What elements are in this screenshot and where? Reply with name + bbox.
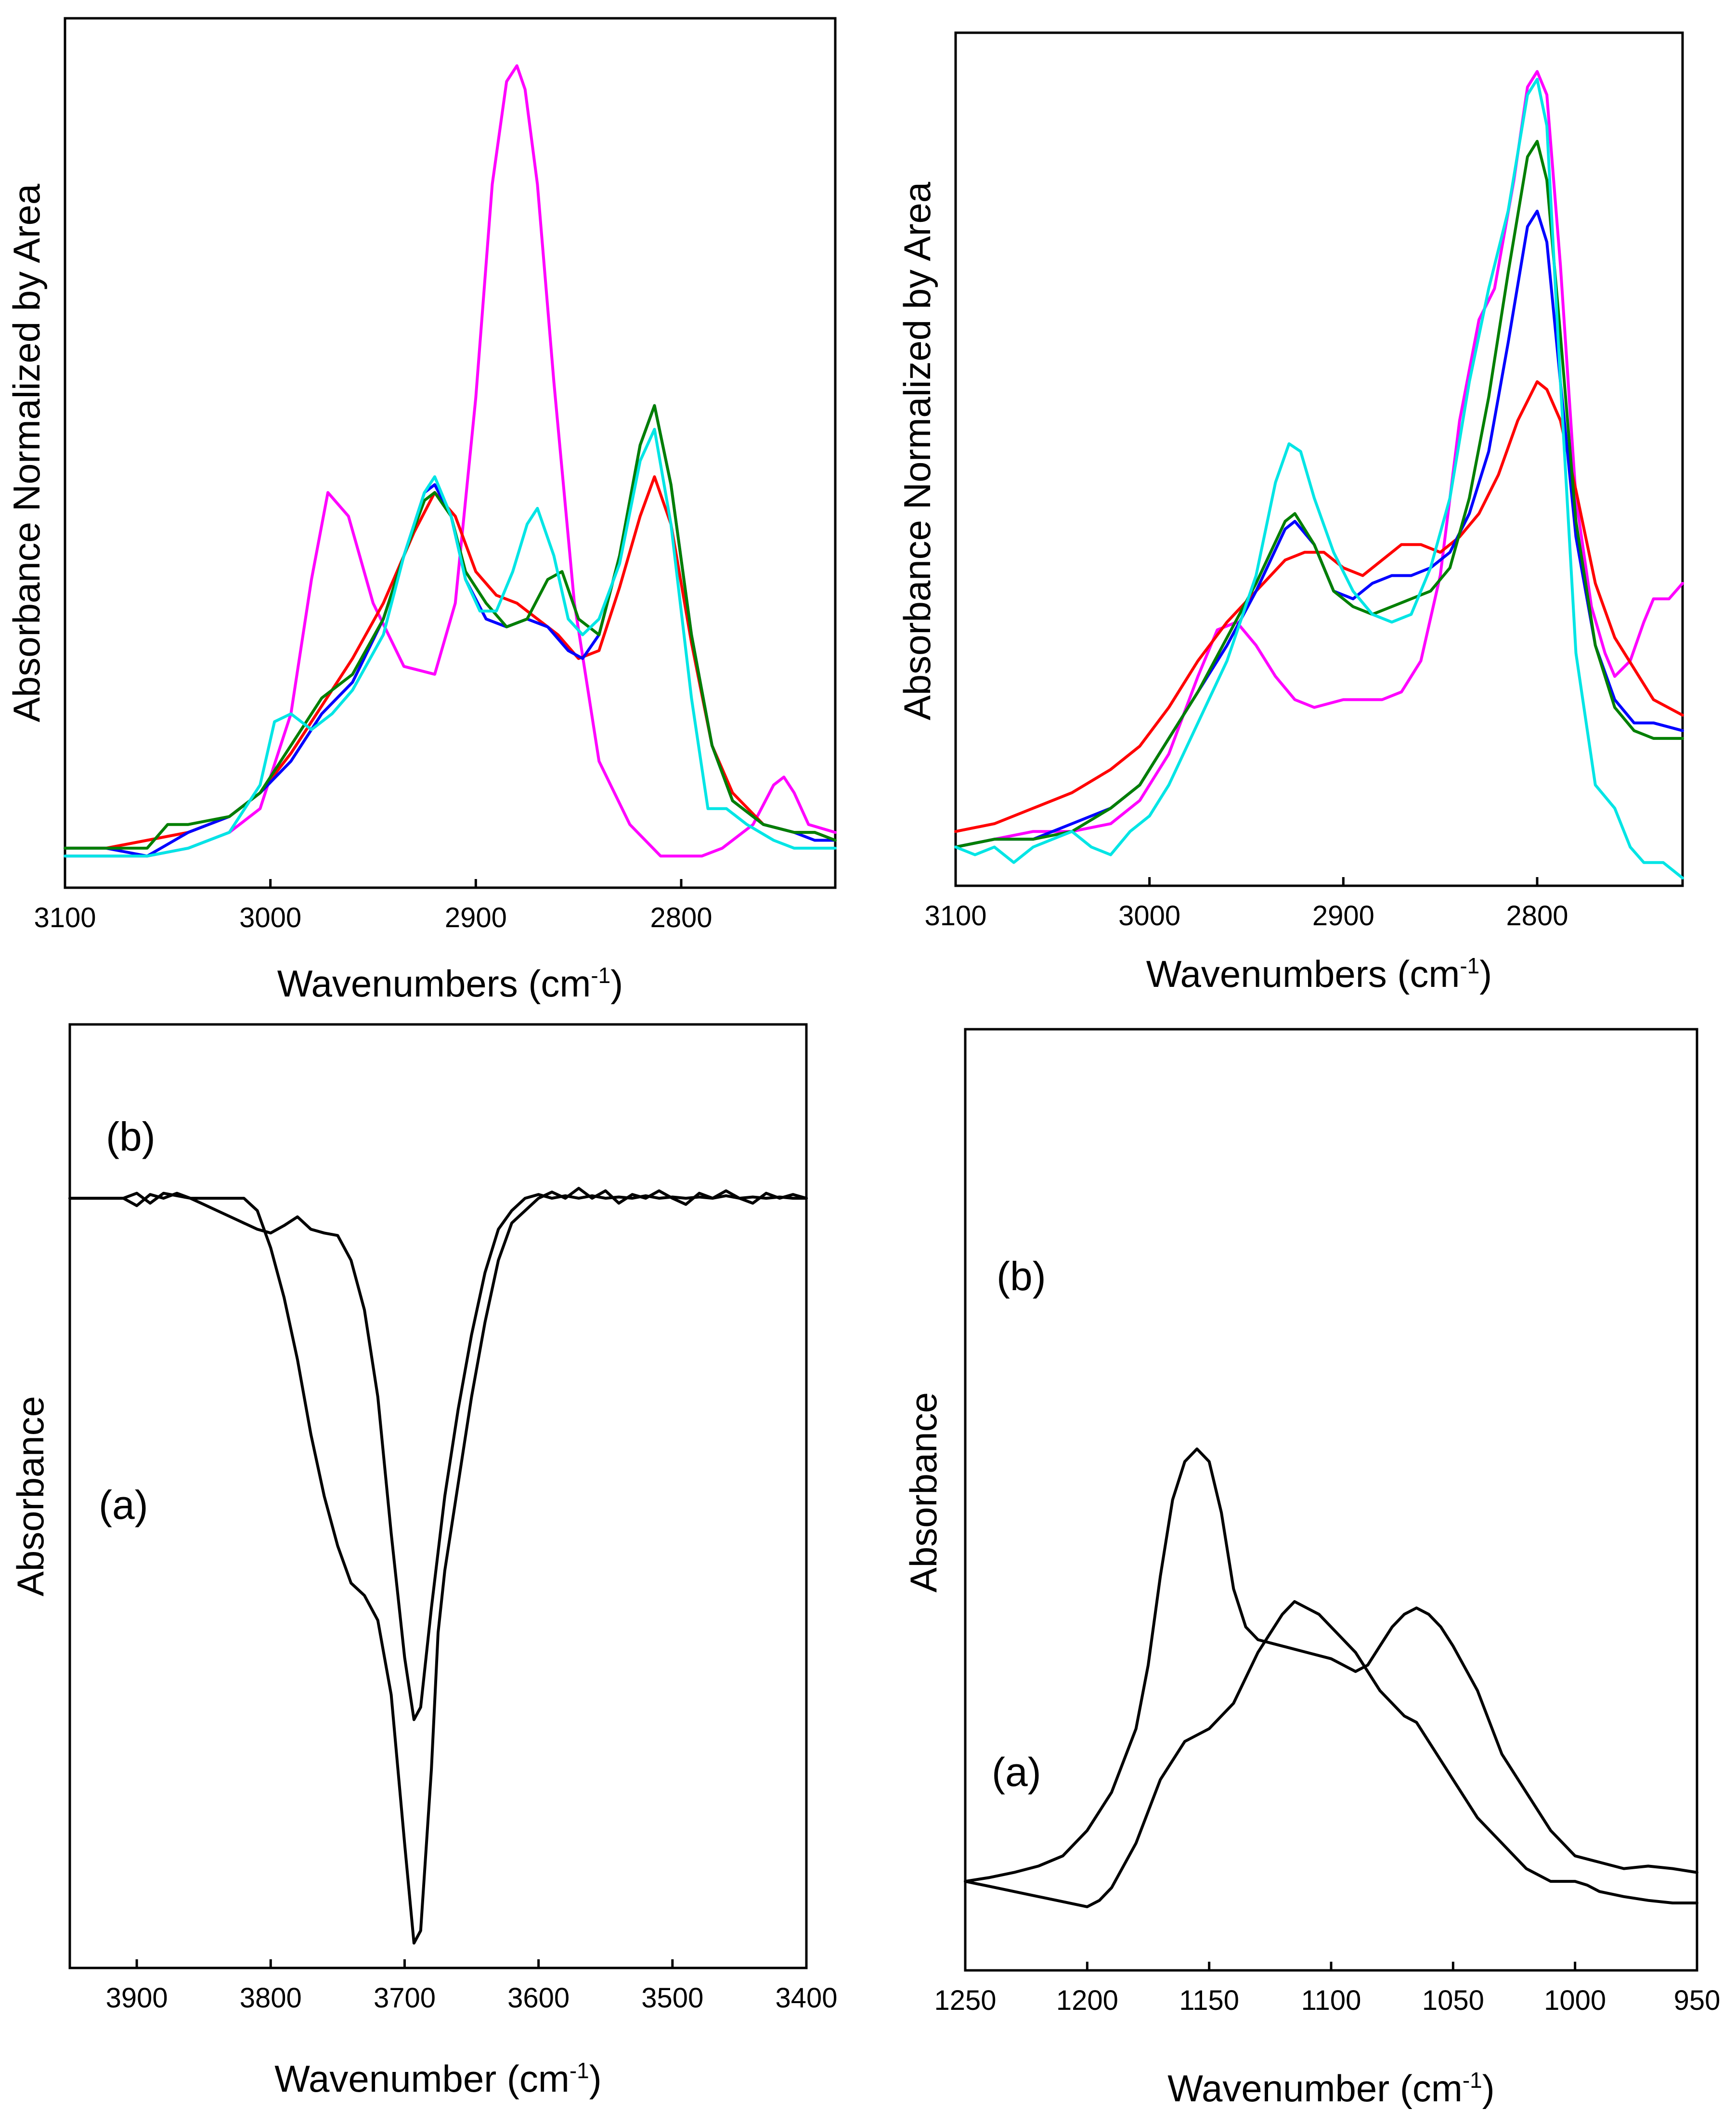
series-line-red — [64, 475, 837, 850]
y-axis-title: Absorbance Normalized by Area — [896, 181, 938, 720]
x-tick-label: 3500 — [641, 1982, 703, 2014]
plot-frame — [64, 17, 837, 889]
x-tick-label: 2800 — [1506, 900, 1568, 932]
y-axis-title: Absorbance — [902, 1392, 945, 1592]
x-tick-label: 2800 — [650, 902, 712, 933]
series-line-blue — [64, 404, 837, 858]
y-axis-title: Absorbance Normalized by Area — [5, 183, 48, 722]
series-line-a — [68, 1187, 808, 1945]
x-tick-label: 950 — [1674, 1985, 1721, 2016]
annotation-b: (b) — [106, 1114, 155, 1159]
x-tick-label: 2900 — [445, 902, 507, 933]
series-line-magenta — [64, 64, 837, 858]
series-line-green — [954, 140, 1684, 849]
x-axis-title: Wavenumbers (cm-1) — [277, 962, 623, 1005]
series-line-b — [964, 1600, 1698, 1908]
plot-frame — [954, 31, 1684, 887]
x-tick-label: 3000 — [1118, 900, 1180, 932]
x-axis-title: Wavenumber (cm-1) — [1167, 2067, 1494, 2109]
x-tick-label: 1250 — [934, 1985, 996, 2016]
series-line-cyan — [954, 78, 1684, 880]
panel-top-left: 3100 3000 2900 2800 Wavenumbers (cm-1) Abso… — [5, 17, 837, 1005]
x-axis-title: Wavenumber (cm-1) — [274, 2057, 601, 2100]
x-tick-layer: 1250 1200 1150 1100 1050 1000 950 — [934, 1962, 1720, 2016]
series-line-blue — [954, 209, 1684, 849]
panel-top-right: 3100 3000 2900 2800 Wavenumbers (cm-1) Abso… — [896, 31, 1684, 995]
series-layer — [954, 70, 1684, 880]
panel-bottom-left: 3900 3800 3700 3600 3500 3400 (b) (a) Wavenum… — [9, 1023, 838, 2100]
x-tick-label: 3800 — [240, 1982, 302, 2014]
x-tick-layer: 3900 3800 3700 3600 3500 3400 — [106, 1959, 838, 2014]
x-tick-layer: 3100 3000 2900 2800 — [924, 877, 1568, 932]
x-tick-label: 3900 — [106, 1982, 168, 2014]
annotation-a: (a) — [992, 1749, 1041, 1795]
x-tick-label: 1200 — [1056, 1985, 1118, 2016]
x-axis-title: Wavenumbers (cm-1) — [1146, 953, 1492, 995]
series-line-green — [64, 404, 837, 850]
series-layer — [68, 1187, 808, 1945]
x-tick-label: 3400 — [775, 1982, 837, 2014]
series-layer — [964, 1447, 1698, 1908]
x-tick-label: 1150 — [1179, 1985, 1239, 2016]
y-axis-title: Absorbance — [9, 1396, 52, 1596]
x-tick-label: 2900 — [1312, 900, 1374, 932]
x-tick-label: 3000 — [239, 902, 301, 933]
plot-frame — [68, 1023, 808, 1969]
series-line-cyan — [64, 427, 837, 858]
series-line-a — [964, 1447, 1698, 1883]
series-layer — [64, 64, 837, 858]
series-line-magenta — [954, 70, 1684, 849]
series-line-b — [68, 1191, 808, 1721]
x-tick-label: 1050 — [1422, 1985, 1484, 2016]
x-tick-label: 3700 — [374, 1982, 436, 2014]
plot-frame — [964, 1028, 1698, 1972]
x-tick-label: 1000 — [1544, 1985, 1606, 2016]
x-tick-label: 3100 — [34, 902, 96, 933]
panel-bottom-right: 1250 1200 1150 1100 1050 1000 950 (b) (a) Wave… — [902, 1028, 1720, 2109]
annotation-a: (a) — [99, 1482, 148, 1527]
x-tick-layer: 3100 3000 2900 2800 — [34, 879, 713, 933]
x-tick-label: 3100 — [924, 900, 986, 932]
annotation-b: (b) — [997, 1254, 1046, 1299]
x-tick-label: 3600 — [507, 1982, 570, 2014]
x-tick-label: 1100 — [1301, 1985, 1361, 2016]
